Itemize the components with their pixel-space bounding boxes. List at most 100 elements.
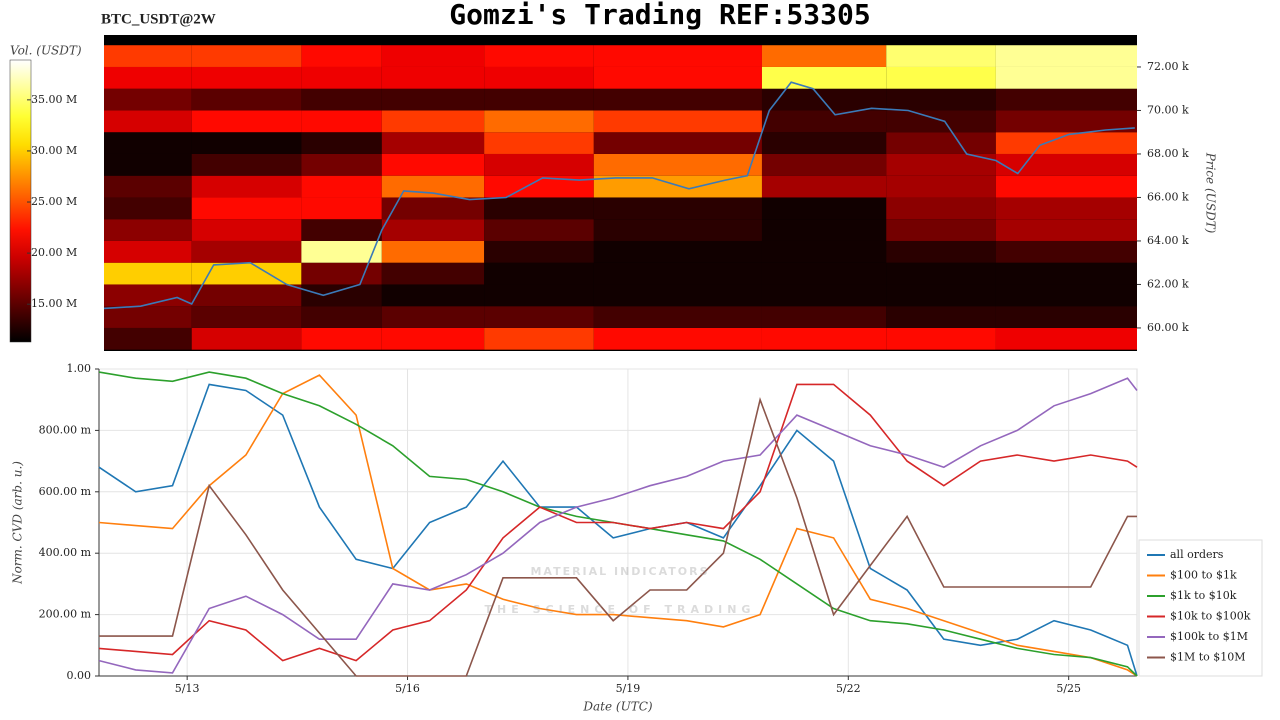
heatmap-cell (484, 66, 594, 89)
heatmap-cell (104, 110, 192, 133)
price-line (103, 81, 1135, 310)
heatmap-cell (301, 262, 382, 285)
heatmap-cell (104, 88, 192, 111)
heatmap-cell (104, 153, 192, 176)
heatmap-cell (593, 262, 762, 285)
x-tick-label: 5/25 (1056, 682, 1081, 695)
watermark: MATERIAL INDICATORS (530, 565, 709, 578)
heatmap-cell (761, 262, 887, 285)
heatmap-cell (191, 284, 302, 307)
heatmap-cell (104, 175, 192, 198)
heatmap-cell (886, 284, 996, 307)
heatmap-cell (191, 240, 302, 263)
x-tick-label: 5/16 (395, 682, 420, 695)
heatmap-cell (104, 132, 192, 154)
heatmap-cell (886, 219, 996, 241)
heatmap-cell (886, 240, 996, 263)
heatmap-cell (484, 306, 594, 328)
heatmap-cell (301, 153, 382, 176)
heatmap-cell (593, 88, 762, 111)
heatmap-cell (761, 240, 887, 263)
heatmap-cell (191, 45, 302, 67)
heatmap-cell (995, 153, 1137, 176)
heatmap-cell (104, 45, 192, 67)
chart-title: Gomzi's Trading REF:53305 (449, 0, 870, 31)
x-axis-label: Date (UTC) (582, 700, 652, 714)
x-tick-label: 5/22 (836, 682, 861, 695)
heatmap-cell (191, 306, 302, 328)
legend-label: $100k to $1M (1170, 630, 1248, 643)
legend-label: $1k to $10k (1170, 589, 1237, 602)
heatmap-cell (761, 197, 887, 220)
heatmap-cell (593, 197, 762, 220)
heatmap-cell (381, 175, 485, 198)
heatmap-cell (761, 175, 887, 198)
heatmap-cell (761, 327, 887, 350)
heatmap-cell (593, 240, 762, 263)
heatmap-cell (995, 197, 1137, 220)
x-tick-label: 5/13 (175, 682, 200, 695)
heatmap-cell (886, 197, 996, 220)
heatmap-cell (301, 66, 382, 89)
heatmap-cell (593, 110, 762, 133)
heatmap-cell (484, 240, 594, 263)
colorbar-label: Vol. (USDT) (10, 44, 82, 58)
heatmap-cell (301, 197, 382, 220)
heatmap-cell (381, 197, 485, 220)
series-line (98, 383, 1138, 677)
y-tick-label: 70.00 k (1147, 103, 1189, 116)
y-axis-label: Norm. CVD (arb. u.) (11, 461, 25, 585)
colorbar-tick-label: 35.00 M (31, 93, 77, 106)
heatmap-cell (301, 284, 382, 307)
heatmap-cell (593, 306, 762, 328)
heatmap-cell (381, 153, 485, 176)
y-tick-label: 600.00 m (39, 485, 92, 498)
heatmap-cell (191, 175, 302, 198)
heatmap-cell (886, 262, 996, 285)
heatmap-cell (484, 327, 594, 350)
colorbar (9, 59, 32, 343)
heatmap-cell (761, 284, 887, 307)
heatmap-cell (484, 262, 594, 285)
heatmap-cell (886, 88, 996, 111)
heatmap-cell (301, 110, 382, 133)
heatmap-cell (995, 306, 1137, 328)
y-tick-label: 72.00 k (1147, 60, 1189, 73)
heatmap-cell (104, 262, 192, 285)
heatmap-cell (995, 66, 1137, 89)
y-tick-label: 68.00 k (1147, 147, 1189, 160)
heatmap-cell (761, 153, 887, 176)
colorbar-tick-label: 20.00 M (31, 246, 77, 259)
heatmap-cell (381, 219, 485, 241)
heatmap-cell (593, 66, 762, 89)
heatmap-cell (381, 110, 485, 133)
heatmap-cell (886, 132, 996, 154)
legend-label: $100 to $1k (1170, 569, 1237, 582)
heatmap-cell (191, 132, 302, 154)
heatmap-cell (301, 45, 382, 67)
heatmap-cell (593, 175, 762, 198)
heatmap-cell (484, 45, 594, 67)
heatmap-cell (593, 284, 762, 307)
heatmap-cell (995, 132, 1137, 154)
heatmap-cell (484, 284, 594, 307)
watermark: THE SCIENCE OF TRADING (485, 603, 756, 616)
heatmap-cell (593, 219, 762, 241)
heatmap-cell (761, 66, 887, 89)
y-tick-label: 200.00 m (39, 608, 92, 621)
y-axis-label: Price (USDT) (1204, 152, 1218, 234)
heatmap-cell (886, 110, 996, 133)
heatmap-cell (593, 327, 762, 350)
heatmap-cell (995, 219, 1137, 241)
heatmap-cell (484, 88, 594, 111)
y-tick-label: 0.00 (67, 669, 92, 682)
y-tick-label: 60.00 k (1147, 321, 1189, 334)
y-tick-label: 64.00 k (1147, 234, 1189, 247)
heatmap-cell (301, 306, 382, 328)
colorbar-tick-label: 15.00 M (31, 297, 77, 310)
heatmap-cell (191, 219, 302, 241)
heatmap-cell (191, 327, 302, 350)
y-tick-label: 800.00 m (39, 423, 92, 436)
heatmap-cell (761, 45, 887, 67)
heatmap-cell (886, 153, 996, 176)
